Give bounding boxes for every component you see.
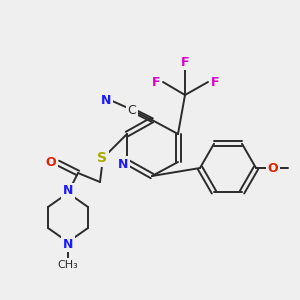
Text: F: F: [211, 76, 219, 88]
Text: O: O: [268, 161, 278, 175]
Text: S: S: [97, 151, 107, 165]
Text: N: N: [101, 94, 111, 106]
Text: CH₃: CH₃: [58, 260, 78, 270]
Text: N: N: [118, 158, 128, 170]
Text: F: F: [181, 56, 189, 68]
Text: F: F: [152, 76, 160, 88]
Text: C: C: [128, 103, 136, 116]
Text: N: N: [63, 184, 73, 197]
Text: O: O: [46, 157, 56, 169]
Text: N: N: [63, 238, 73, 250]
